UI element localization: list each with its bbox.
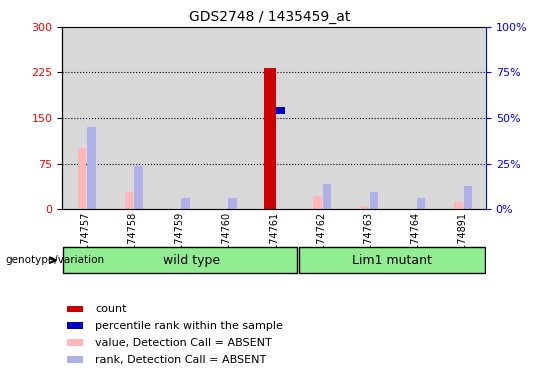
- Bar: [156, 27, 204, 209]
- Bar: [417, 199, 425, 206]
- Bar: [360, 206, 369, 209]
- Bar: [181, 202, 190, 213]
- Text: genotype/variation: genotype/variation: [5, 255, 105, 265]
- Bar: [392, 27, 439, 209]
- Bar: [181, 199, 190, 206]
- Bar: [313, 196, 322, 209]
- Bar: [109, 27, 156, 209]
- Text: value, Detection Call = ABSENT: value, Detection Call = ABSENT: [96, 338, 272, 348]
- Bar: [204, 27, 251, 209]
- Bar: [345, 27, 392, 209]
- Bar: [298, 27, 345, 209]
- Bar: [134, 170, 143, 213]
- Text: GDS2748 / 1435459_at: GDS2748 / 1435459_at: [190, 10, 350, 23]
- Bar: [276, 107, 285, 114]
- Bar: [370, 196, 378, 213]
- Bar: [455, 202, 463, 209]
- Text: rank, Detection Call = ABSENT: rank, Detection Call = ABSENT: [96, 354, 267, 364]
- Text: count: count: [96, 304, 127, 314]
- Bar: [62, 27, 109, 209]
- FancyBboxPatch shape: [63, 247, 296, 273]
- Text: wild type: wild type: [163, 254, 220, 266]
- Text: percentile rank within the sample: percentile rank within the sample: [96, 321, 284, 331]
- Bar: [125, 192, 133, 209]
- Bar: [67, 323, 84, 329]
- Bar: [370, 192, 378, 200]
- Bar: [417, 202, 425, 213]
- Bar: [87, 127, 96, 134]
- FancyBboxPatch shape: [299, 247, 485, 273]
- Bar: [67, 356, 84, 363]
- Bar: [464, 186, 472, 194]
- Bar: [439, 27, 486, 209]
- Bar: [265, 68, 276, 209]
- Bar: [134, 166, 143, 174]
- Bar: [322, 187, 331, 213]
- Bar: [67, 339, 84, 346]
- Bar: [464, 190, 472, 213]
- Bar: [78, 149, 86, 209]
- Bar: [322, 184, 331, 191]
- Bar: [228, 199, 237, 206]
- Bar: [228, 202, 237, 213]
- Bar: [67, 306, 84, 312]
- Bar: [251, 27, 298, 209]
- Bar: [87, 130, 96, 213]
- Text: Lim1 mutant: Lim1 mutant: [352, 254, 432, 266]
